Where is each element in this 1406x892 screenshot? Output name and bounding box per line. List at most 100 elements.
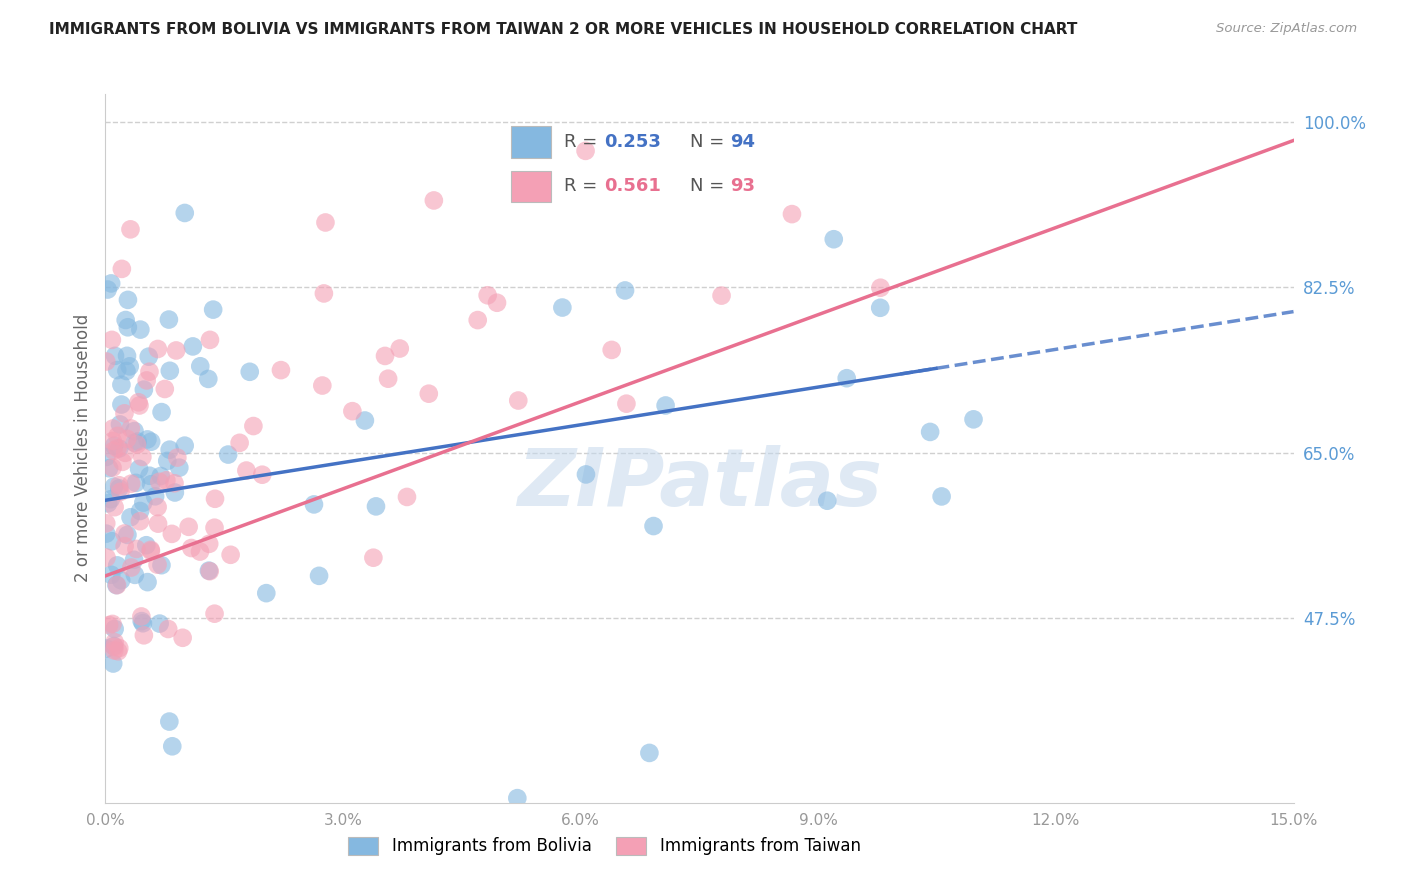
Point: [157, 714, 180, 729]
Point: [710, 288, 733, 302]
Text: 94: 94: [730, 133, 755, 151]
Point: [97, 283, 120, 297]
Point: [96, 550, 118, 565]
Point: [173, 206, 195, 220]
Point: [146, 500, 169, 514]
Point: [103, 643, 125, 657]
Point: [105, 578, 128, 592]
Point: [508, 393, 530, 408]
Point: [96, 354, 118, 368]
Point: [103, 640, 125, 654]
Point: [132, 495, 155, 509]
Point: [96, 641, 118, 656]
Point: [107, 644, 129, 658]
Point: [120, 476, 142, 491]
FancyBboxPatch shape: [510, 170, 551, 202]
Point: [157, 312, 180, 326]
Point: [188, 544, 211, 558]
Point: [125, 475, 148, 490]
Point: [869, 281, 891, 295]
Point: [114, 406, 136, 420]
Point: [131, 450, 153, 464]
Point: [110, 377, 132, 392]
Point: [165, 343, 187, 358]
Point: [96, 516, 118, 531]
Point: [120, 421, 142, 435]
Point: [105, 363, 128, 377]
Point: [364, 500, 387, 514]
Point: [105, 442, 128, 456]
Text: Source: ZipAtlas.com: Source: ZipAtlas.com: [1216, 22, 1357, 36]
Point: [129, 514, 152, 528]
Point: [100, 277, 122, 291]
Point: [108, 641, 131, 656]
Point: [931, 490, 953, 504]
Point: [188, 359, 211, 374]
Point: [153, 382, 176, 396]
Point: [150, 405, 173, 419]
Point: [314, 215, 336, 229]
Point: [105, 558, 128, 573]
Point: [101, 434, 124, 448]
Point: [180, 541, 202, 555]
Point: [204, 607, 226, 621]
Point: [575, 467, 598, 482]
Point: [120, 222, 142, 236]
Point: [156, 454, 179, 468]
Point: [374, 349, 396, 363]
Point: [104, 500, 127, 515]
Point: [124, 567, 146, 582]
Point: [136, 575, 159, 590]
Point: [110, 574, 132, 588]
Point: [117, 320, 139, 334]
Point: [159, 364, 181, 378]
Point: [148, 475, 170, 489]
Point: [103, 657, 125, 671]
Point: [135, 538, 157, 552]
Point: [108, 481, 131, 495]
Text: IMMIGRANTS FROM BOLIVIA VS IMMIGRANTS FROM TAIWAN 2 OR MORE VEHICLES IN HOUSEHOL: IMMIGRANTS FROM BOLIVIA VS IMMIGRANTS FR…: [49, 22, 1077, 37]
Point: [228, 435, 250, 450]
Point: [574, 144, 596, 158]
Point: [98, 618, 121, 632]
Point: [128, 399, 150, 413]
Point: [242, 419, 264, 434]
Point: [104, 635, 127, 649]
Point: [100, 567, 122, 582]
Point: [110, 484, 132, 499]
Text: R =: R =: [564, 178, 603, 195]
Point: [654, 399, 676, 413]
Point: [120, 510, 142, 524]
Point: [98, 461, 121, 475]
Point: [97, 496, 120, 510]
Point: [138, 365, 160, 379]
Point: [138, 468, 160, 483]
Y-axis label: 2 or more Vehicles in Household: 2 or more Vehicles in Household: [73, 314, 91, 582]
Point: [103, 479, 125, 493]
Point: [239, 365, 262, 379]
Point: [143, 489, 166, 503]
Point: [173, 439, 195, 453]
Point: [235, 464, 257, 478]
Point: [395, 490, 418, 504]
Point: [308, 569, 330, 583]
Point: [100, 492, 122, 507]
Point: [101, 333, 124, 347]
Point: [104, 349, 127, 363]
Point: [418, 386, 440, 401]
Point: [108, 442, 131, 456]
Point: [124, 435, 146, 450]
Point: [129, 504, 152, 518]
Point: [342, 404, 364, 418]
Point: [198, 564, 221, 578]
Point: [104, 622, 127, 636]
Point: [198, 333, 221, 347]
Point: [96, 526, 118, 541]
Point: [254, 586, 277, 600]
Point: [197, 372, 219, 386]
Point: [160, 527, 183, 541]
Point: [125, 541, 148, 556]
Point: [136, 433, 159, 447]
Point: [115, 432, 138, 446]
Point: [363, 550, 385, 565]
